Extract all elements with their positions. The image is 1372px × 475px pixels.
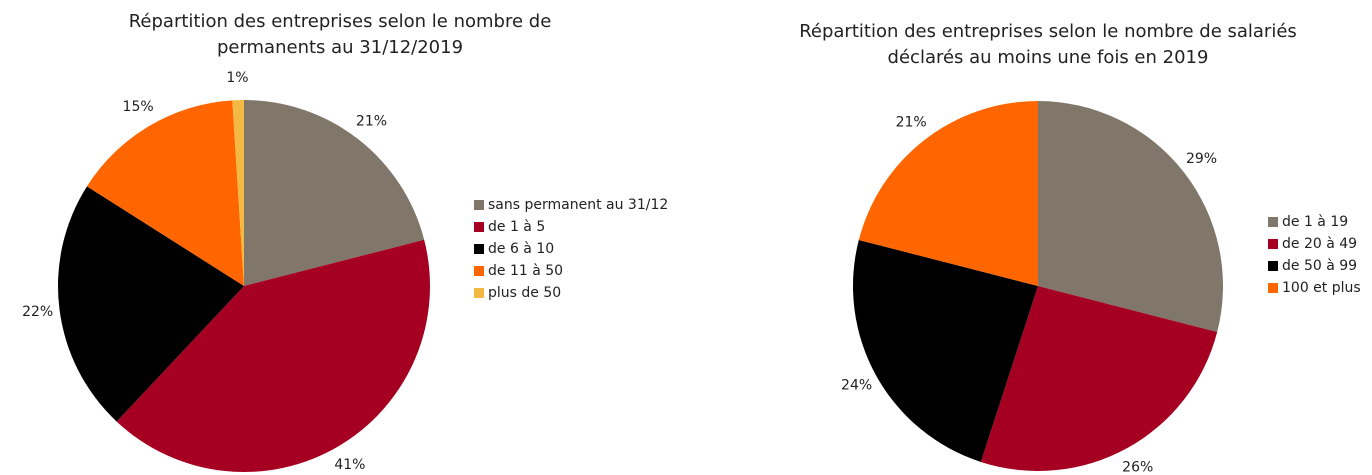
legend-swatch: [474, 200, 484, 210]
pie-slice: [980, 286, 1218, 471]
pie-slice: [244, 100, 425, 286]
pie-slice: [116, 239, 430, 472]
legend-label: sans permanent au 31/12: [488, 197, 668, 213]
data-label: 24%: [841, 378, 872, 394]
legend-label: de 11 à 50: [488, 263, 563, 279]
pie-slice: [86, 100, 244, 286]
data-label: 22%: [22, 304, 53, 320]
pie-slice: [858, 101, 1038, 286]
legend-swatch: [1268, 283, 1278, 293]
legend-label: de 50 à 99: [1282, 258, 1357, 274]
pie-slice: [853, 239, 1038, 462]
legend-swatch: [474, 288, 484, 298]
data-label: 21%: [896, 114, 927, 130]
legend-label: 100 et plus: [1282, 280, 1361, 296]
legend-swatch: [1268, 261, 1278, 271]
legend-swatch: [1268, 217, 1278, 227]
legend-swatch: [474, 266, 484, 276]
legend-label: de 20 à 49: [1282, 236, 1357, 252]
chart-title: Répartition des entreprises selon le nom…: [799, 21, 1297, 42]
data-label: 21%: [356, 114, 387, 130]
legend-label: de 1 à 19: [1282, 214, 1348, 230]
legend-swatch: [474, 244, 484, 254]
pie-slice: [1038, 101, 1223, 333]
chart-title: Répartition des entreprises selon le nom…: [129, 11, 552, 32]
chart-title: permanents au 31/12/2019: [217, 37, 463, 58]
data-label: 15%: [123, 99, 154, 115]
pie-slice: [58, 186, 244, 422]
pie-slice: [232, 100, 244, 286]
legend-label: de 1 à 5: [488, 219, 545, 235]
data-label: 1%: [226, 70, 248, 86]
legend-swatch: [1268, 239, 1278, 249]
data-label: 26%: [1122, 459, 1153, 475]
legend-label: de 6 à 10: [488, 241, 554, 257]
data-label: 29%: [1186, 151, 1217, 167]
chart-title: déclarés au moins une fois en 2019: [888, 47, 1209, 68]
data-label: 41%: [334, 457, 365, 473]
legend-swatch: [474, 222, 484, 232]
legend-label: plus de 50: [488, 285, 561, 301]
